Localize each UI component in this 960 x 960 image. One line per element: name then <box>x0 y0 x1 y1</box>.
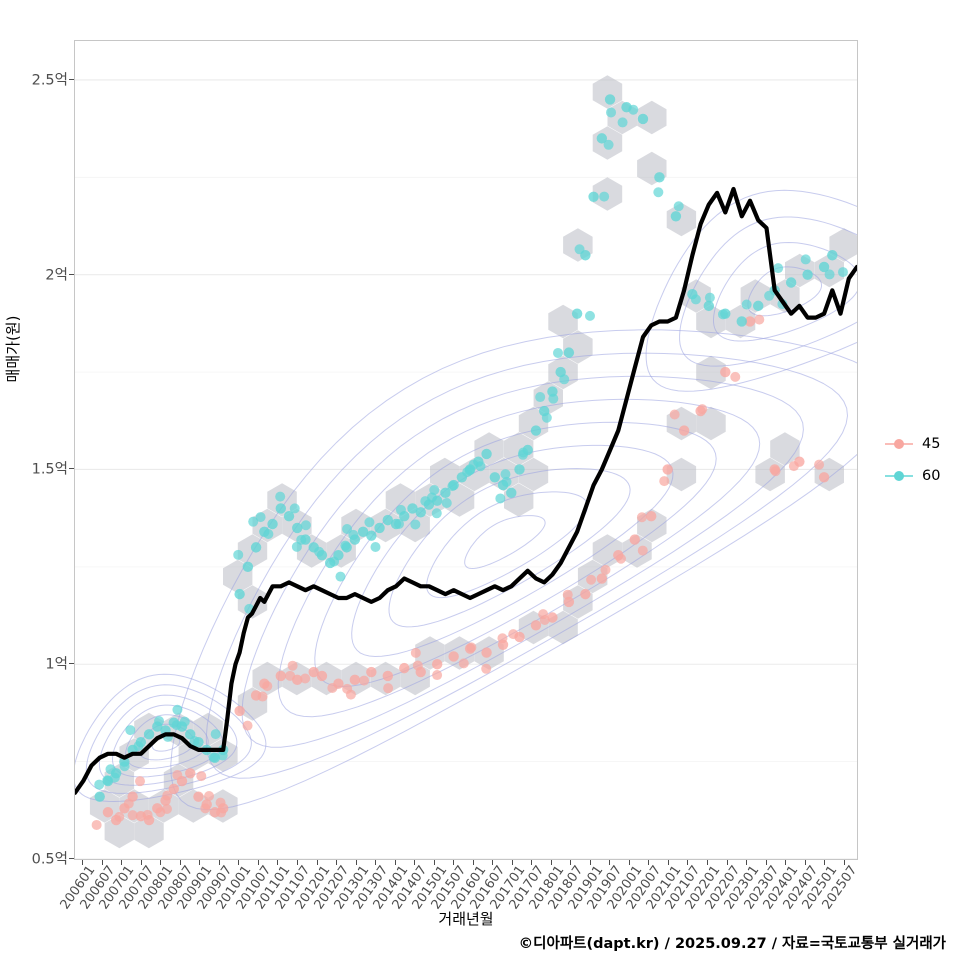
x-tick-mark <box>609 860 611 865</box>
x-tick-mark <box>355 860 357 865</box>
x-tick-mark <box>687 860 689 865</box>
x-tick-mark <box>785 860 787 865</box>
x-tick-mark <box>433 860 435 865</box>
scatter-layer-60 <box>94 94 848 802</box>
x-tick-mark <box>179 860 181 865</box>
x-tick-mark <box>570 860 572 865</box>
x-tick-mark <box>472 860 474 865</box>
x-tick-mark <box>648 860 650 865</box>
x-tick-mark <box>628 860 630 865</box>
y-tick-mark <box>69 663 74 665</box>
legend-item-60[interactable]: 60 <box>884 460 958 492</box>
plot-svg <box>75 75 857 859</box>
x-tick-mark <box>199 860 201 865</box>
y-tick-mark <box>69 273 74 275</box>
chart-caption: ©디아파트(dapt.kr) / 2025.09.27 / 자료=국토교통부 실… <box>518 936 946 952</box>
plot-panel <box>74 40 858 860</box>
x-tick-mark <box>726 860 728 865</box>
x-tick-mark <box>453 860 455 865</box>
x-tick-mark <box>414 860 416 865</box>
legend-label: 45 <box>922 436 941 452</box>
y-axis-tick-labels: 0.5억 1억 1.5억 2억 2.5억 <box>8 0 68 960</box>
x-tick-mark <box>492 860 494 865</box>
x-tick-mark <box>765 860 767 865</box>
legend-key-icon <box>884 429 914 459</box>
x-tick-mark <box>589 860 591 865</box>
x-tick-mark <box>121 860 123 865</box>
x-tick-mark <box>82 860 84 865</box>
y-tick-mark <box>69 858 74 859</box>
scatter-layer-45 <box>91 314 830 830</box>
legend-key-icon <box>884 461 914 491</box>
legend-item-45[interactable]: 45 <box>884 428 958 460</box>
legend-label: 60 <box>922 468 941 484</box>
x-tick-mark <box>531 860 533 865</box>
y-axis-tick-marks <box>69 40 74 860</box>
x-tick-mark <box>706 860 708 865</box>
x-tick-mark <box>101 860 103 865</box>
x-tick-mark <box>218 860 220 865</box>
x-tick-mark <box>550 860 552 865</box>
x-tick-mark <box>394 860 396 865</box>
x-tick-mark <box>843 860 845 865</box>
y-tick-mark <box>69 78 74 80</box>
x-tick-mark <box>238 860 240 865</box>
x-tick-mark <box>746 860 748 865</box>
x-tick-mark <box>804 860 806 865</box>
x-axis-tick-marks <box>74 860 858 866</box>
density-contour-layer <box>75 189 857 811</box>
x-tick-mark <box>667 860 669 865</box>
x-tick-mark <box>160 860 162 865</box>
legend: 45 60 <box>884 428 958 492</box>
x-tick-mark <box>375 860 377 865</box>
y-tick-mark <box>69 468 74 470</box>
legend-dot-swatch <box>894 471 904 481</box>
y-tick-label: 2.5억 <box>31 72 68 89</box>
x-tick-mark <box>296 860 298 865</box>
y-tick-label: 2억 <box>45 267 68 284</box>
x-tick-mark <box>140 860 142 865</box>
x-tick-mark <box>824 860 826 865</box>
x-tick-mark <box>277 860 279 865</box>
x-tick-mark <box>336 860 338 865</box>
x-axis-title: 거래년월 <box>438 910 494 928</box>
x-tick-mark <box>511 860 513 865</box>
x-tick-mark <box>316 860 318 865</box>
y-tick-label: 0.5억 <box>31 851 68 868</box>
y-tick-label: 1.5억 <box>31 461 68 478</box>
legend-dot-swatch <box>894 439 904 449</box>
median-line-layer <box>75 186 857 795</box>
x-tick-mark <box>257 860 259 865</box>
y-tick-label: 1억 <box>45 656 68 673</box>
